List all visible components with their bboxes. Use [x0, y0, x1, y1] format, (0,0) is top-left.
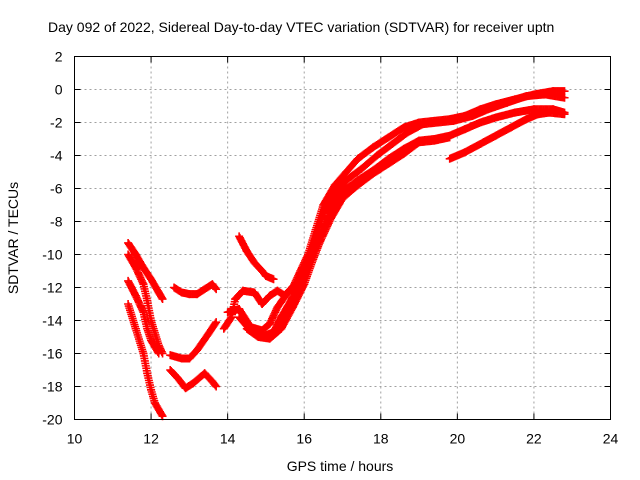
tick-layer: 10 12 14 16 18 20 22 24-20-18-16-14-12-10-8-6-4…	[42, 49, 618, 447]
data-point	[226, 314, 235, 323]
data-point	[153, 348, 162, 357]
series-track13	[445, 108, 569, 163]
data-point	[157, 410, 166, 419]
series-track11	[235, 105, 569, 341]
data-point	[154, 349, 163, 358]
chart-title: Day 092 of 2022, Sidereal Day-to-day VTE…	[48, 19, 554, 35]
data-point	[212, 318, 221, 327]
y-tick-label: -12	[42, 280, 62, 296]
grid	[74, 56, 611, 420]
data-point	[211, 283, 220, 292]
series-track4	[124, 300, 167, 421]
series-track7	[166, 366, 221, 393]
y-tick-label: -16	[42, 346, 62, 362]
y-tick-label: -14	[42, 313, 62, 329]
data-point	[211, 381, 220, 390]
x-tick-label: 24	[603, 431, 619, 447]
data-point	[560, 110, 569, 119]
x-tick-label: 22	[526, 431, 542, 447]
series-track3	[124, 276, 163, 358]
x-tick-label: 18	[373, 431, 389, 447]
data-point	[560, 93, 569, 102]
y-tick-label: 0	[55, 82, 63, 98]
data-point	[212, 285, 221, 294]
x-tick-label: 10	[67, 431, 83, 447]
x-tick-label: 20	[450, 431, 466, 447]
y-tick-label: -8	[50, 214, 63, 230]
y-tick-label: -4	[50, 148, 63, 164]
series-track12	[242, 133, 454, 343]
x-tick-label: 16	[296, 431, 312, 447]
y-axis-label: SDTVAR / TECUs	[5, 182, 21, 294]
series-track10	[223, 90, 569, 335]
x-tick-label: 12	[143, 431, 159, 447]
data-point	[158, 412, 167, 421]
data-point	[445, 133, 454, 142]
series-track8	[235, 232, 278, 284]
y-tick-label: -20	[42, 412, 62, 428]
series-track6	[166, 318, 221, 363]
data-point	[211, 319, 220, 328]
plot-frame	[74, 56, 611, 420]
series-track5	[170, 280, 221, 299]
x-tick-label: 14	[220, 431, 236, 447]
y-tick-label: -6	[50, 181, 63, 197]
y-tick-label: -18	[42, 379, 62, 395]
series-track1	[124, 238, 167, 304]
y-tick-label: 2	[55, 49, 63, 65]
data-point	[212, 382, 221, 391]
data-layer	[124, 87, 569, 421]
data-point	[158, 295, 167, 304]
x-axis-label: GPS time / hours	[287, 458, 394, 474]
data-point	[269, 275, 278, 284]
y-tick-label: -2	[50, 115, 63, 131]
y-tick-label: -10	[42, 247, 62, 263]
